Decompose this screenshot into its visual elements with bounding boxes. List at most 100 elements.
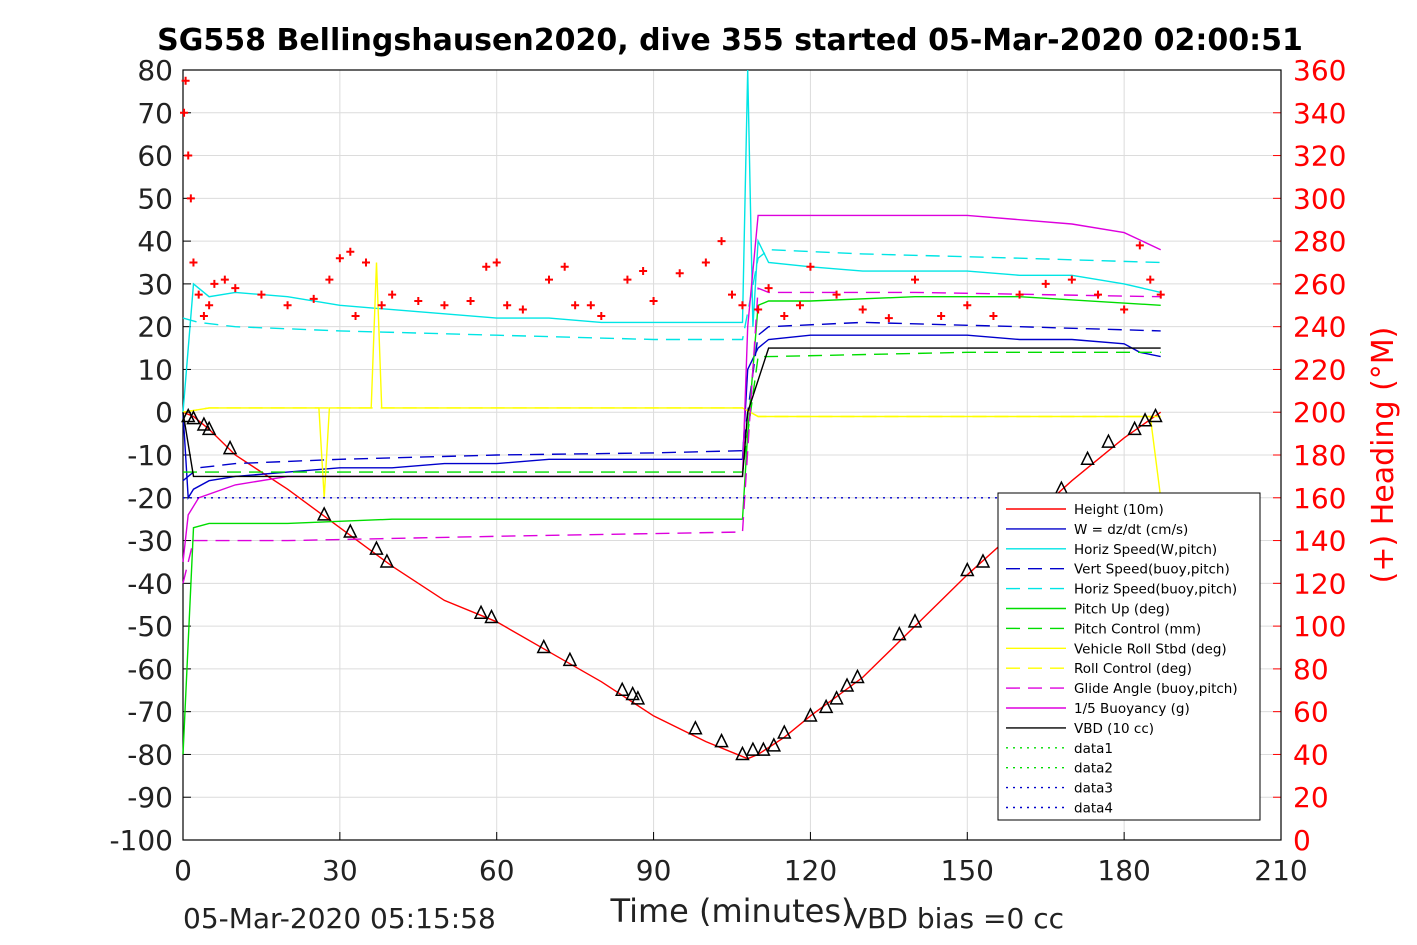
heading-point xyxy=(571,301,580,310)
heading-point xyxy=(937,311,946,320)
legend-entry: Pitch Up (deg) xyxy=(1074,602,1170,618)
heading-point xyxy=(351,311,360,320)
x-axis-label: Time (minutes) xyxy=(610,892,854,930)
heading-point xyxy=(205,301,214,310)
vbd-marker xyxy=(1127,420,1142,436)
vbd-marker xyxy=(484,608,499,624)
vbd-marker xyxy=(536,638,551,654)
legend-entry: Height (10m) xyxy=(1074,502,1164,518)
heading-point xyxy=(639,267,648,276)
heading-point xyxy=(388,290,397,299)
right-tick-label: 260 xyxy=(1293,268,1346,301)
vbd-marker xyxy=(818,698,834,714)
series-line-0 xyxy=(182,411,1162,760)
legend-entry: W = dz/dt (cm/s) xyxy=(1074,522,1188,538)
vbd-marker xyxy=(975,553,991,568)
right-tick-label: 40 xyxy=(1293,738,1329,771)
heading-point xyxy=(764,284,773,293)
tick-labels: 0 30 60 90 120 150 180 210-100-90-80-70-60-50-4… xyxy=(109,54,1346,887)
vbd-marker xyxy=(839,677,855,692)
heading-point xyxy=(414,297,423,305)
heading-point xyxy=(440,301,449,310)
vbd-marker xyxy=(850,668,865,684)
x-tick-label: 90 xyxy=(636,854,672,887)
heading-point xyxy=(503,301,512,310)
legend-entry: data1 xyxy=(1074,741,1113,757)
heading-point xyxy=(858,305,867,314)
heading-point xyxy=(586,301,595,310)
heading-point xyxy=(728,290,736,299)
heading-layer xyxy=(180,76,1165,323)
right-tick-label: 280 xyxy=(1293,225,1346,258)
legend-entry: Horiz Speed(W,pitch) xyxy=(1074,542,1217,558)
y-tick-label: -30 xyxy=(127,525,173,558)
heading-point xyxy=(1120,305,1129,314)
heading-point xyxy=(649,297,658,305)
legend-entry: data3 xyxy=(1074,781,1113,797)
series-line-5 xyxy=(182,296,1161,755)
series-line-11 xyxy=(182,347,1161,478)
footer-vbd-bias: VBD bias =0 cc xyxy=(848,902,1064,935)
vbd-marker xyxy=(1148,407,1163,423)
y-tick-label: 60 xyxy=(137,140,173,173)
vbd-marker xyxy=(1080,450,1095,466)
series-line-9 xyxy=(182,287,1161,584)
vbd-marker xyxy=(201,420,217,436)
y-tick-label: 10 xyxy=(137,353,173,386)
heading-point xyxy=(717,237,726,246)
plot-area xyxy=(182,69,1282,841)
heading-point xyxy=(1146,275,1155,284)
heading-point xyxy=(309,294,318,303)
vbd-marker xyxy=(745,741,761,756)
heading-point xyxy=(518,305,527,314)
right-tick-label: 220 xyxy=(1293,353,1346,386)
chart-title: SG558 Bellingshausen2020, dive 355 start… xyxy=(157,23,1303,58)
legend-entry: Roll Control (deg) xyxy=(1074,661,1192,677)
heading-point xyxy=(482,262,491,271)
heading-point xyxy=(335,254,344,263)
series-layer xyxy=(182,69,1162,760)
right-tick-label: 300 xyxy=(1293,182,1346,215)
legend-entry: Vehicle Roll Stbd (deg) xyxy=(1074,641,1227,657)
heading-point xyxy=(738,301,747,310)
series-line-2 xyxy=(182,69,1161,413)
heading-point xyxy=(1015,290,1024,299)
right-tick-label: 200 xyxy=(1293,396,1346,429)
right-tick-label: 240 xyxy=(1293,311,1346,344)
vbd-marker xyxy=(369,540,384,555)
heading-point xyxy=(560,262,569,271)
heading-point xyxy=(1135,241,1144,250)
heading-point xyxy=(832,290,841,299)
heading-point xyxy=(1041,279,1050,288)
right-tick-label: 80 xyxy=(1293,653,1329,686)
right-tick-label: 120 xyxy=(1293,567,1346,600)
y-tick-label: 80 xyxy=(137,54,173,87)
vbd-marker xyxy=(196,416,212,431)
heading-point xyxy=(283,301,292,310)
heading-point xyxy=(1067,275,1076,284)
heading-point xyxy=(466,297,475,305)
right-tick-label: 60 xyxy=(1293,696,1329,729)
y-tick-label: -50 xyxy=(127,610,173,643)
vbd-marker xyxy=(777,724,792,739)
y-tick-label: -80 xyxy=(127,738,173,771)
heading-point xyxy=(181,76,190,85)
legend: Height (10m) W = dz/dt (cm/s) Horiz Speed(… xyxy=(997,492,1261,821)
legend-entry: Pitch Control (mm) xyxy=(1074,621,1201,637)
x-tick-label: 150 xyxy=(941,854,994,887)
heading-point xyxy=(199,311,208,320)
heading-point xyxy=(194,290,203,299)
vbd-marker xyxy=(907,613,923,628)
right-tick-label: 100 xyxy=(1293,610,1346,643)
heading-point xyxy=(189,258,198,267)
footer-timestamp: 05-Mar-2020 05:15:58 xyxy=(183,902,496,935)
heading-point xyxy=(186,194,195,203)
heading-point xyxy=(377,301,386,310)
heading-point xyxy=(754,305,763,314)
vbd-marker xyxy=(960,561,975,577)
heading-point xyxy=(701,258,710,267)
vbd-marker xyxy=(343,523,358,538)
heading-point xyxy=(963,301,972,310)
heading-point xyxy=(911,275,919,284)
